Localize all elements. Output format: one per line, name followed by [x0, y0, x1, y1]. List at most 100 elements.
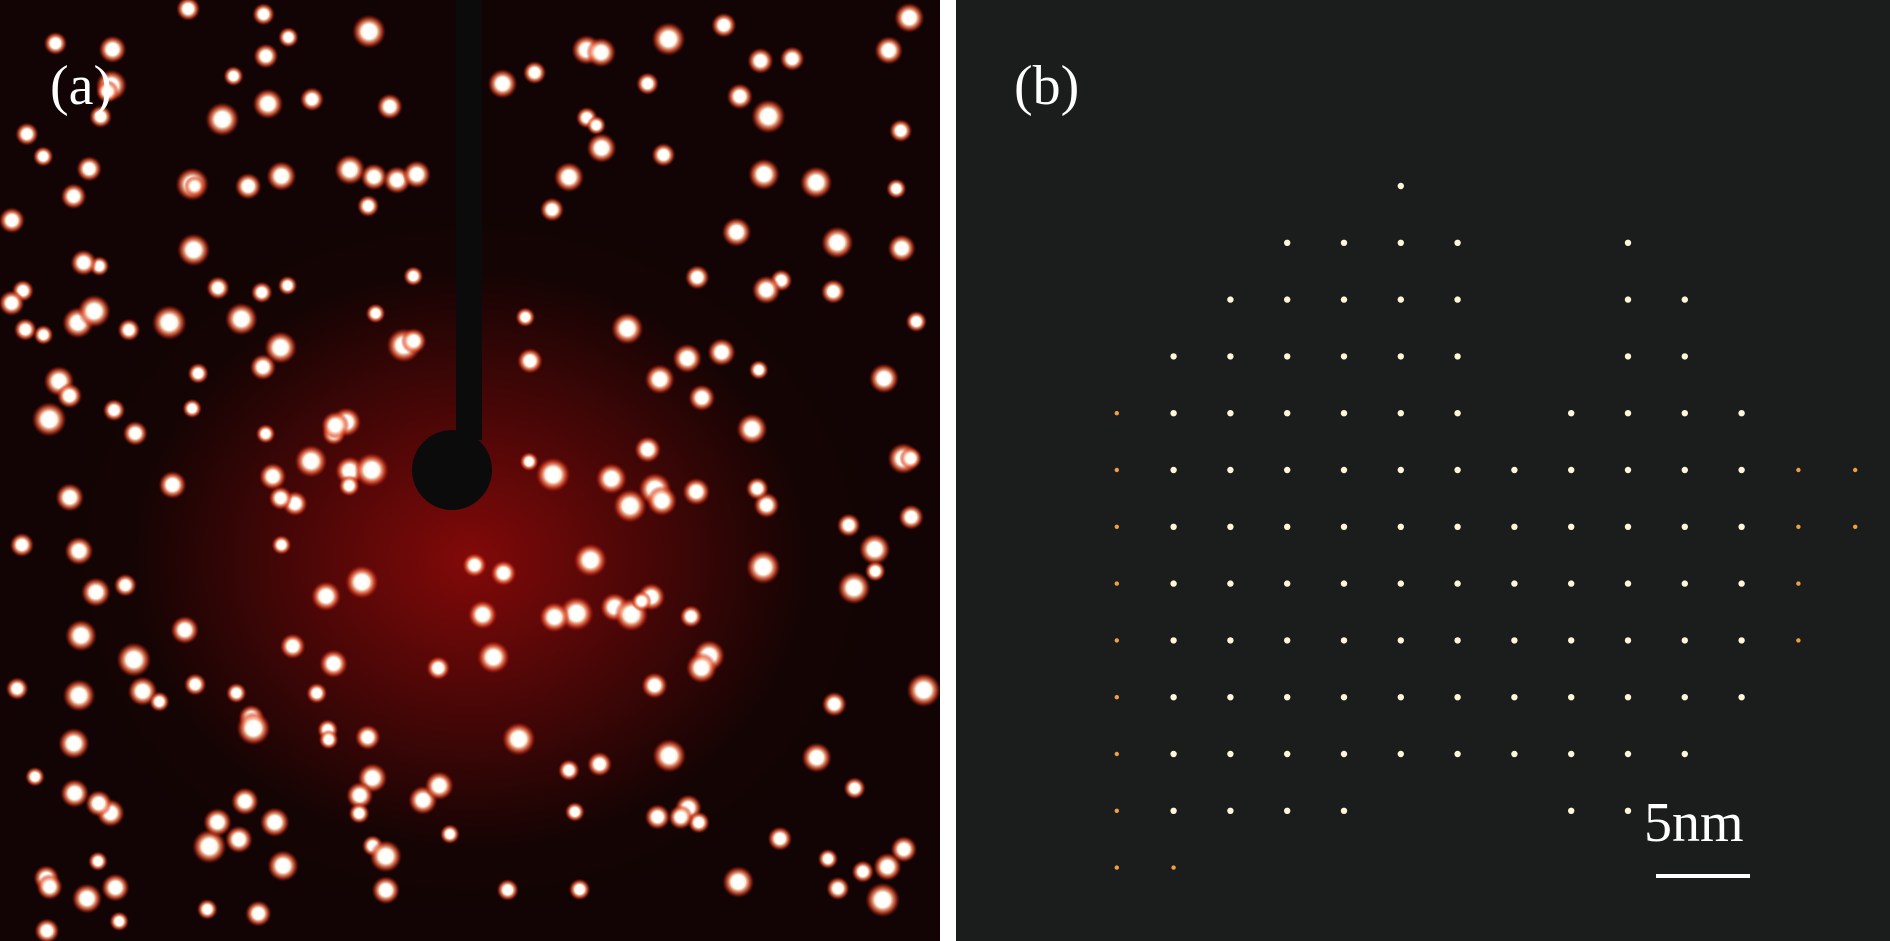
lattice-spot	[1681, 466, 1688, 474]
diffraction-spot	[232, 688, 240, 698]
diffraction-spot	[625, 607, 638, 622]
diffraction-spot	[775, 833, 785, 844]
diffraction-spot	[240, 795, 250, 808]
lattice-spot	[1284, 580, 1291, 587]
lattice-spot	[1454, 523, 1461, 530]
lattice-spot	[1624, 410, 1632, 417]
beam-stop-disk	[412, 430, 492, 510]
diffraction-spot	[512, 731, 525, 747]
lattice-spot	[1624, 296, 1632, 303]
diffraction-spot	[755, 365, 763, 375]
lattice-spot	[1170, 580, 1177, 587]
diffraction-spot	[345, 481, 353, 491]
diffraction-spot	[787, 53, 797, 65]
lattice-spot	[1511, 750, 1518, 758]
diffraction-spot	[682, 351, 693, 365]
lattice-spot	[1681, 580, 1688, 587]
diffraction-spot	[525, 355, 535, 367]
diffraction-spot	[446, 829, 454, 839]
lattice-spot	[1511, 580, 1518, 587]
diffraction-spot	[137, 684, 148, 698]
diffraction-spot	[203, 904, 211, 914]
diffraction-spot	[190, 181, 199, 191]
diffraction-spot	[320, 589, 332, 603]
diffraction-spot	[904, 11, 915, 25]
diffraction-spot	[365, 462, 378, 478]
diffraction-spot	[654, 372, 665, 386]
lattice-spot	[1284, 353, 1291, 360]
diffraction-spot	[575, 884, 584, 895]
lattice-spot	[1454, 410, 1461, 417]
diffraction-spot	[757, 559, 770, 575]
diffraction-spot	[367, 771, 378, 785]
diffraction-spot	[878, 371, 890, 386]
diffraction-spot	[184, 3, 193, 15]
lattice-spot	[1340, 410, 1348, 417]
diffraction-spot	[503, 885, 512, 895]
diffraction-spot	[81, 891, 93, 906]
lattice-spot	[1114, 865, 1119, 870]
lattice-spot	[1170, 410, 1177, 417]
lattice-spot	[1340, 580, 1348, 587]
diffraction-spot	[761, 283, 772, 297]
diffraction-spot	[307, 94, 317, 105]
diffraction-spot	[284, 281, 291, 290]
lattice-spot	[1397, 296, 1404, 303]
lattice-spot	[1227, 807, 1234, 814]
lattice-spot	[1454, 694, 1461, 701]
diffraction-spot	[892, 184, 900, 194]
lattice-spot	[1171, 865, 1176, 870]
diffraction-spot	[595, 45, 607, 59]
diffraction-pattern-a	[0, 0, 940, 941]
lattice-spot	[1340, 239, 1348, 246]
diffraction-spot	[163, 314, 176, 331]
diffraction-spot	[369, 170, 379, 183]
diffraction-spot	[288, 640, 298, 652]
diffraction-spot	[811, 750, 822, 765]
diffraction-panel-b: (b) 5nm	[956, 0, 1890, 941]
lattice-spot	[1340, 296, 1348, 303]
diffraction-spot	[869, 542, 881, 557]
lattice-spot	[1853, 524, 1858, 529]
diffraction-spot	[257, 287, 266, 298]
diffraction-spot	[103, 86, 112, 97]
diffraction-spot	[247, 720, 260, 736]
diffraction-spot	[284, 32, 292, 42]
lattice-spot	[1681, 410, 1688, 417]
lattice-spot	[1284, 750, 1291, 758]
diffraction-spot	[42, 925, 52, 937]
diffraction-spot	[844, 520, 853, 531]
lattice-spot	[1114, 695, 1119, 700]
diffraction-spot	[94, 797, 104, 810]
diffraction-spot	[810, 175, 822, 190]
lattice-spot	[1284, 807, 1291, 814]
diffraction-spot	[883, 44, 894, 57]
diffraction-spot	[695, 817, 703, 828]
lattice-spot	[1454, 239, 1461, 246]
lattice-spot	[1624, 523, 1632, 530]
diffraction-spot	[363, 24, 375, 39]
diffraction-spot	[275, 340, 287, 355]
lattice-spot	[1170, 466, 1177, 474]
diffraction-spot	[243, 180, 253, 193]
lattice-spot	[1738, 410, 1745, 417]
diffraction-spot	[74, 544, 84, 558]
lattice-spot	[1853, 467, 1858, 473]
diffraction-spot	[830, 698, 839, 710]
lattice-spot	[1681, 523, 1688, 530]
diffraction-spot	[696, 661, 707, 675]
diffraction-spot	[595, 758, 604, 770]
lattice-spot	[1624, 750, 1632, 758]
lattice-spot	[1284, 637, 1291, 644]
lattice-spot	[1454, 296, 1461, 303]
diffraction-spot	[549, 610, 560, 624]
lattice-spot	[1227, 353, 1234, 360]
diffraction-spot	[276, 492, 285, 504]
diffraction-spot	[487, 649, 500, 665]
diffraction-spot	[191, 679, 200, 690]
diffraction-spot	[262, 97, 274, 111]
lattice-spot	[1454, 637, 1461, 644]
diffraction-spot	[110, 405, 118, 416]
diffraction-spot	[906, 511, 916, 523]
diffraction-spot	[39, 151, 47, 161]
